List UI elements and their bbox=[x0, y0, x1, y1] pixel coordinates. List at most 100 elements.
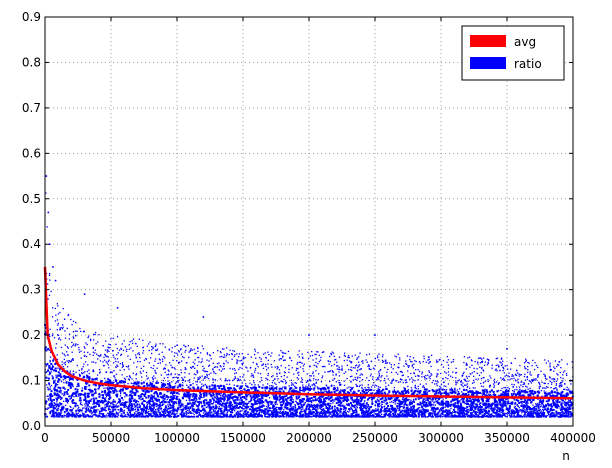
scatter-point bbox=[215, 410, 216, 411]
scatter-point bbox=[124, 410, 125, 411]
scatter-point bbox=[484, 365, 485, 366]
scatter-point bbox=[140, 373, 141, 374]
scatter-point bbox=[388, 385, 389, 386]
scatter-point bbox=[304, 409, 305, 410]
scatter-point bbox=[77, 344, 78, 345]
scatter-point bbox=[250, 406, 251, 407]
scatter-point bbox=[56, 401, 57, 402]
scatter-point bbox=[500, 377, 501, 378]
scatter-point bbox=[200, 362, 201, 363]
scatter-point bbox=[293, 385, 294, 386]
scatter-point bbox=[132, 350, 133, 351]
scatter-point bbox=[108, 351, 109, 352]
scatter-point bbox=[133, 373, 134, 374]
scatter-point bbox=[234, 356, 235, 357]
scatter-point bbox=[379, 373, 380, 374]
scatter-point bbox=[202, 416, 203, 417]
scatter-point bbox=[457, 389, 458, 390]
scatter-point bbox=[264, 408, 265, 409]
scatter-point bbox=[151, 346, 152, 347]
scatter-point bbox=[499, 370, 500, 371]
scatter-point bbox=[242, 364, 243, 365]
scatter-point bbox=[510, 369, 511, 370]
scatter-point bbox=[213, 409, 214, 410]
scatter-point bbox=[407, 370, 408, 371]
scatter-point bbox=[323, 366, 324, 367]
scatter-point bbox=[127, 366, 128, 367]
scatter-point bbox=[149, 350, 150, 351]
scatter-point bbox=[314, 365, 315, 366]
scatter-point bbox=[82, 404, 83, 405]
scatter-point bbox=[481, 361, 482, 362]
scatter-point bbox=[160, 402, 161, 403]
scatter-point bbox=[505, 365, 506, 366]
scatter-point bbox=[177, 377, 178, 378]
scatter-point bbox=[174, 408, 175, 409]
scatter-point bbox=[494, 385, 495, 386]
scatter-point bbox=[507, 369, 508, 370]
scatter-point bbox=[299, 362, 300, 363]
scatter-point bbox=[203, 348, 204, 349]
scatter-point bbox=[218, 362, 219, 363]
scatter-point bbox=[426, 362, 427, 363]
scatter-point bbox=[238, 369, 239, 370]
scatter-point bbox=[280, 358, 281, 359]
scatter-point bbox=[345, 371, 346, 372]
scatter-point bbox=[323, 351, 324, 352]
scatter-point bbox=[310, 355, 311, 356]
scatter-point bbox=[137, 411, 138, 412]
scatter-point bbox=[459, 379, 460, 380]
scatter-point bbox=[47, 387, 48, 388]
scatter-point bbox=[394, 389, 395, 390]
scatter-point bbox=[213, 371, 214, 372]
scatter-point bbox=[553, 378, 554, 379]
scatter-point bbox=[202, 366, 203, 367]
scatter-point bbox=[183, 415, 184, 416]
scatter-point bbox=[497, 364, 498, 365]
scatter-point bbox=[45, 403, 46, 404]
scatter-point bbox=[423, 385, 424, 386]
scatter-point bbox=[524, 376, 525, 377]
scatter-point bbox=[105, 350, 106, 351]
scatter-point bbox=[350, 376, 351, 377]
scatter-point bbox=[533, 380, 534, 381]
scatter-point bbox=[368, 391, 369, 392]
scatter-point bbox=[241, 410, 242, 411]
scatter-point bbox=[430, 366, 431, 367]
scatter-point bbox=[93, 348, 94, 349]
scatter-point bbox=[108, 364, 109, 365]
scatter-point bbox=[157, 363, 158, 364]
scatter-point bbox=[279, 359, 280, 360]
scatter-point bbox=[121, 374, 122, 375]
scatter-point bbox=[362, 384, 363, 385]
scatter-point bbox=[543, 374, 544, 375]
scatter-point bbox=[236, 372, 237, 373]
scatter-point bbox=[550, 381, 551, 382]
scatter-point bbox=[276, 376, 277, 377]
scatter-point bbox=[126, 376, 127, 377]
scatter-point bbox=[186, 414, 187, 415]
scatter-point bbox=[201, 358, 202, 359]
scatter-point bbox=[63, 366, 64, 367]
scatter-point bbox=[121, 354, 122, 355]
scatter-point bbox=[310, 386, 311, 387]
scatter-point bbox=[283, 409, 284, 410]
scatter-point bbox=[316, 382, 317, 383]
scatter-point bbox=[206, 374, 207, 375]
scatter-point bbox=[199, 395, 200, 396]
scatter-point bbox=[284, 375, 285, 376]
scatter-point bbox=[398, 382, 399, 383]
scatter-point bbox=[556, 381, 557, 382]
scatter-point bbox=[266, 357, 267, 358]
scatter-point bbox=[374, 365, 375, 366]
scatter-point bbox=[91, 399, 92, 400]
scatter-point bbox=[511, 376, 512, 377]
scatter-point bbox=[534, 369, 535, 370]
scatter-point bbox=[429, 362, 430, 363]
scatter-point bbox=[172, 367, 173, 368]
scatter-point bbox=[410, 361, 411, 362]
scatter-point bbox=[537, 377, 538, 378]
scatter-point bbox=[359, 369, 360, 370]
scatter-point bbox=[375, 358, 376, 359]
scatter-point bbox=[382, 354, 383, 355]
